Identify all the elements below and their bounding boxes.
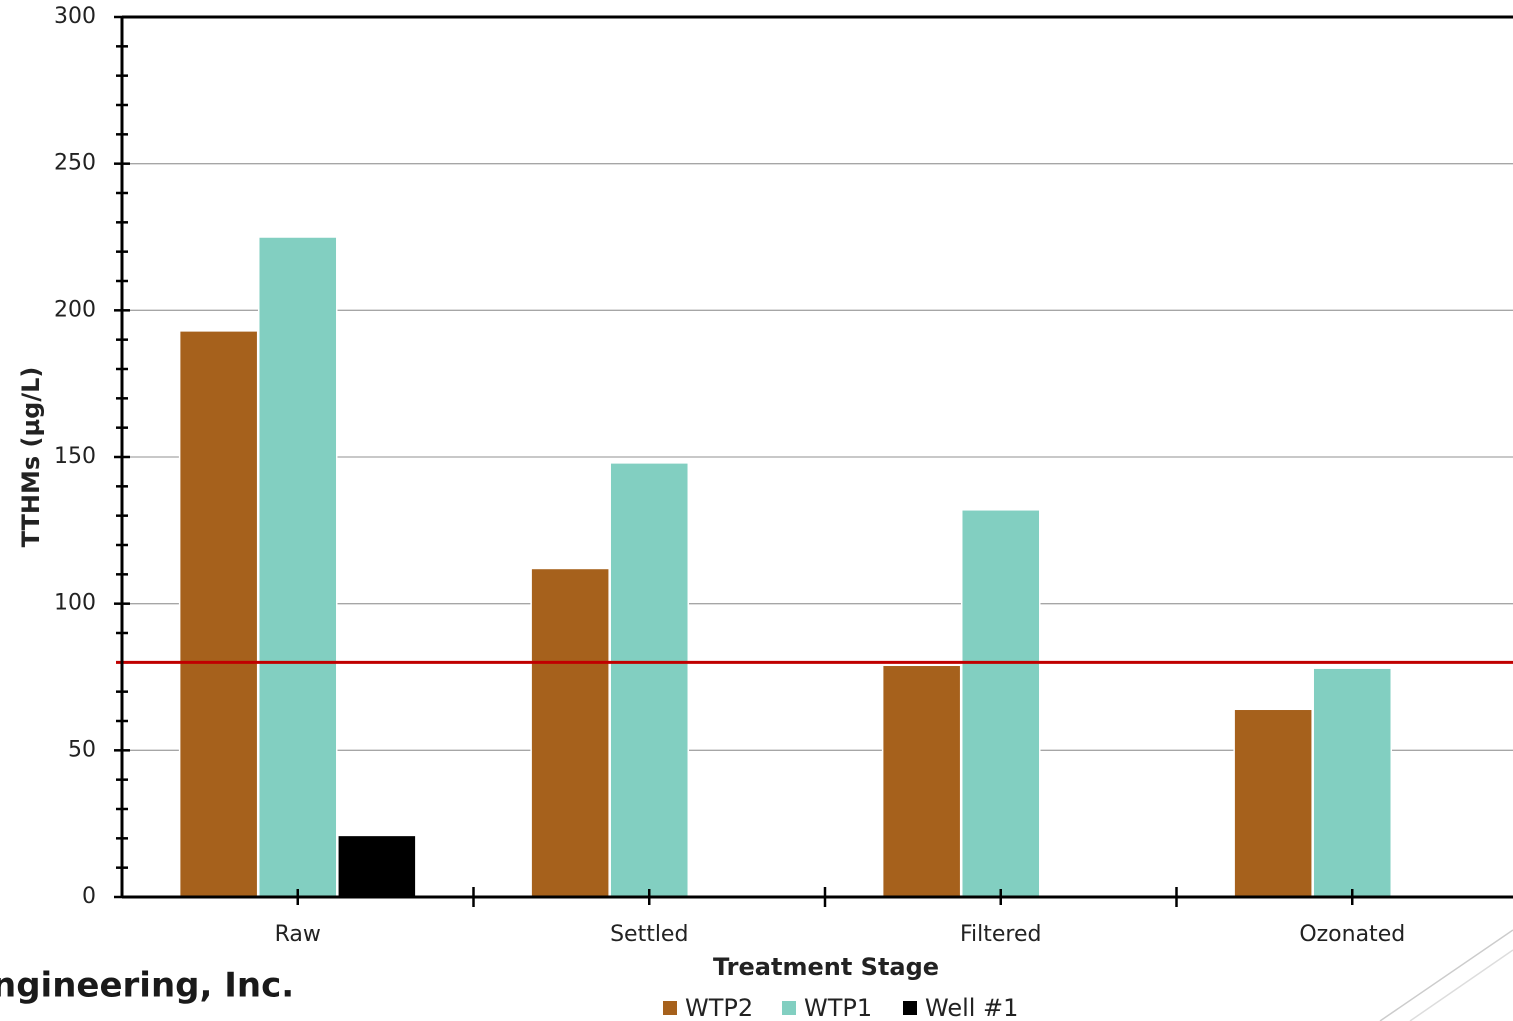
decoration xyxy=(1379,929,1513,1021)
legend-label: WTP1 xyxy=(804,994,872,1021)
x-tick-label: Settled xyxy=(610,922,688,947)
y-tick-label: 100 xyxy=(54,591,96,616)
y-tick-label: 250 xyxy=(54,151,96,176)
y-tick-label: 300 xyxy=(54,4,96,29)
x-tick-label: Ozonated xyxy=(1299,922,1405,947)
x-tick-label: Raw xyxy=(275,922,321,947)
bar xyxy=(960,509,1041,898)
y-tick-label: 50 xyxy=(68,737,96,762)
decoration xyxy=(1409,949,1513,1021)
x-axis-label: Treatment Stage xyxy=(713,953,939,981)
legend-swatch xyxy=(903,1001,917,1015)
y-tick-label: 200 xyxy=(54,297,96,322)
legend-label: Well #1 xyxy=(925,994,1018,1021)
bar xyxy=(530,567,610,898)
legend-swatch xyxy=(663,1001,677,1015)
y-tick-label: 150 xyxy=(54,444,96,469)
legend-swatch xyxy=(782,1001,796,1015)
bar xyxy=(257,236,338,898)
y-tick-label: 0 xyxy=(82,884,96,909)
bar xyxy=(337,834,417,898)
bar xyxy=(1312,667,1393,898)
bar xyxy=(1233,708,1313,898)
bar xyxy=(881,664,962,898)
x-tick-label: Filtered xyxy=(960,922,1042,947)
logo: ngineering, Inc. xyxy=(0,966,294,1006)
bar xyxy=(609,462,690,898)
bar xyxy=(178,330,259,898)
legend-label: WTP2 xyxy=(685,994,753,1021)
y-axis-label: TTHMs (µg/L) xyxy=(17,367,45,548)
